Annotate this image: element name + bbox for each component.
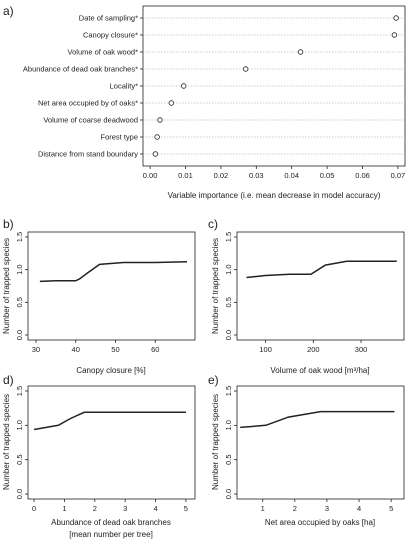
panel-e-x-tick-label: 5 — [389, 504, 393, 513]
panel-d-x-tick-label: 0 — [32, 504, 36, 513]
panel-b-x-tick-label: 40 — [72, 345, 80, 354]
panel-a-category-label: Locality* — [110, 82, 138, 91]
panel-d-y-tick-label: 1.5 — [15, 386, 24, 396]
panel-c-frame — [236, 231, 405, 341]
panel-a-point — [157, 117, 163, 123]
panel-a-x-label: Variable importance (i.e. mean decrease … — [168, 191, 381, 200]
panel-a-point — [242, 66, 249, 72]
panel-e-marks: 0.0 0.5 1.0 1.5 1 2 3 4 5 — [224, 386, 395, 513]
panel-c-x-tick-label: 100 — [259, 345, 272, 354]
panel-b-x-tick-label: 50 — [111, 345, 119, 354]
panel-b-x-label: Canopy closure [%] — [76, 366, 145, 375]
panel-e-y-tick-label: 1.0 — [224, 420, 233, 430]
panel-e-x-tick-label: 2 — [293, 504, 297, 513]
panel-d-x-tick-label: 2 — [93, 504, 97, 513]
panel-b-y-tick-label: 1.5 — [15, 232, 24, 242]
panel-b-canopy-closure: b) 0.0 0.5 1.0 1.5 30 40 50 60 Canopy closure [… — [2, 217, 196, 375]
panel-d-y-label: Number of trapped species — [2, 394, 11, 490]
panel-a-category-label: Net area occupied by of oaks* — [38, 99, 138, 108]
panel-e-y-tick-label: 1.5 — [224, 386, 233, 396]
panel-d-letter: d) — [3, 373, 14, 387]
panel-a-x-ticks: 0.00 0.01 0.02 0.03 0.04 0.05 0.06 0.07 — [143, 166, 405, 180]
panel-d-x-tick-label: 4 — [153, 504, 157, 513]
panel-c-letter: c) — [208, 217, 218, 231]
panel-a-x-tick-label: 0.01 — [178, 171, 193, 180]
panel-e-x-tick-label: 4 — [357, 504, 361, 513]
panel-d-x-tick-label: 1 — [62, 504, 66, 513]
panel-c-y-tick-label: 0.5 — [224, 297, 233, 307]
panel-a-x-tick-label: 0.03 — [249, 171, 264, 180]
panel-a-x-tick-label: 0.05 — [320, 171, 335, 180]
panel-a-point — [168, 100, 175, 106]
panel-a-rows: Date of sampling* Canopy closure* Volume o… — [23, 14, 405, 159]
panel-b-x-tick-label: 60 — [151, 345, 159, 354]
panel-a-x-tick-label: 0.02 — [214, 171, 229, 180]
panel-c-y-label: Number of trapped species — [211, 238, 220, 334]
panel-e-net-oak-area: e) 0.0 0.5 1.0 1.5 1 2 3 4 5 Net area occupied b… — [208, 373, 405, 527]
panel-a-category-label: Date of sampling* — [79, 14, 138, 23]
panel-b-series-line — [39, 261, 188, 283]
panel-a-point — [181, 83, 187, 89]
panel-a-point — [154, 134, 160, 140]
panel-c-y-tick-label: 0.0 — [224, 330, 233, 340]
panel-a-point — [391, 32, 398, 38]
panel-d-x-tick-label: 5 — [184, 504, 188, 513]
panel-a-x-tick-label: 0.00 — [143, 171, 158, 180]
panel-a-importance: a) Date of sampling* Canopy closure* Volum… — [3, 4, 406, 200]
panel-e-letter: e) — [208, 373, 219, 387]
panel-c-y-tick-label: 1.5 — [224, 232, 233, 242]
panel-b-y-tick-label: 0.5 — [15, 297, 24, 307]
panel-e-y-label: Number of trapped species — [211, 394, 220, 490]
panel-d-dead-branches: d) 0.0 0.5 1.0 1.5 0 1 2 3 4 5 Abundance of dead … — [2, 373, 196, 539]
panel-a-category-label: Forest type — [100, 133, 138, 142]
panel-d-y-tick-label: 0.5 — [15, 454, 24, 464]
panel-a-point — [393, 15, 399, 21]
panel-a-x-tick-label: 0.04 — [284, 171, 299, 180]
panel-e-frame — [236, 385, 405, 500]
panel-a-x-tick-label: 0.07 — [391, 171, 406, 180]
panel-b-y-tick-label: 1.0 — [15, 264, 24, 274]
panel-c-x-tick-label: 300 — [355, 345, 368, 354]
panel-b-frame — [27, 231, 196, 341]
panel-b-x-tick-label: 30 — [32, 345, 40, 354]
panel-d-frame — [27, 385, 196, 500]
panel-b-marks: 0.0 0.5 1.0 1.5 30 40 50 60 — [15, 232, 188, 354]
panel-e-x-label: Net area occupied by oaks [ha] — [265, 518, 375, 527]
panel-c-oak-wood-volume: c) 0.0 0.5 1.0 1.5 100 200 300 Volume of oak w… — [208, 217, 405, 375]
panel-d-series-line — [33, 411, 186, 431]
panel-b-y-tick-label: 0.0 — [15, 330, 24, 340]
panel-c-x-tick-label: 200 — [307, 345, 320, 354]
panel-e-y-tick-label: 0.5 — [224, 454, 233, 464]
panel-d-x-label: Abundance of dead oak branches — [51, 518, 171, 527]
panel-d-y-tick-label: 0.0 — [15, 489, 24, 499]
panel-e-series-line — [240, 410, 395, 429]
panel-d-x-label-line2: [mean number per tree] — [69, 530, 153, 539]
panel-b-letter: b) — [3, 217, 14, 231]
panel-a-category-label: Volume of coarse deadwood — [43, 116, 138, 125]
panel-e-x-tick-label: 1 — [261, 504, 265, 513]
panel-a-category-label: Abundance of dead oak branches* — [23, 65, 138, 74]
panel-a-category-label: Volume of oak wood* — [68, 48, 139, 57]
panel-c-marks: 0.0 0.5 1.0 1.5 100 200 300 — [224, 232, 397, 354]
panel-a-point — [152, 151, 159, 157]
panel-e-y-tick-label: 0.0 — [224, 489, 233, 499]
panel-d-y-tick-label: 1.0 — [15, 420, 24, 430]
panel-b-y-label: Number of trapped species — [2, 238, 11, 334]
panel-e-x-tick-label: 3 — [325, 504, 329, 513]
panel-a-category-label: Canopy closure* — [83, 31, 138, 40]
panel-d-marks: 0.0 0.5 1.0 1.5 0 1 2 3 4 5 — [15, 386, 188, 513]
panel-c-y-tick-label: 1.0 — [224, 264, 233, 274]
panel-d-x-tick-label: 3 — [123, 504, 127, 513]
panel-a-letter: a) — [3, 4, 14, 18]
panel-c-x-label: Volume of oak wood [m³/ha] — [270, 366, 369, 375]
panel-a-category-label: Distance from stand boundary — [38, 150, 138, 159]
panel-a-x-tick-label: 0.06 — [355, 171, 370, 180]
panel-a-point — [297, 49, 304, 55]
panel-c-series-line — [246, 260, 397, 279]
